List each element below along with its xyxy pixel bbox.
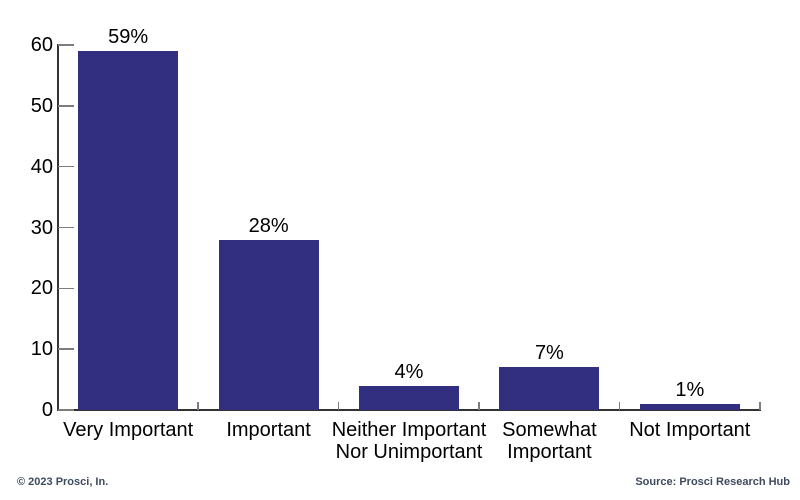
y-tick — [58, 409, 74, 411]
category-label: Not Important — [629, 419, 751, 441]
y-tick — [58, 44, 74, 46]
bar — [218, 239, 319, 410]
copyright-text: © 2023 Prosci, In. — [17, 476, 109, 488]
category-label: Very Important — [63, 419, 194, 441]
y-tick-label: 0 — [41, 399, 53, 421]
bar-value-label: 7% — [534, 342, 564, 365]
bar — [499, 367, 600, 410]
bar-value-label: 1% — [675, 378, 705, 401]
bar — [639, 403, 740, 410]
bar-value-label: 28% — [248, 214, 289, 237]
y-tick-label: 10 — [30, 338, 53, 361]
y-tick — [58, 287, 74, 290]
category-label: Neither Important Nor Unimportant — [331, 419, 487, 463]
y-tick-label: 60 — [30, 34, 53, 56]
x-tick — [478, 402, 480, 410]
y-tick — [58, 348, 74, 350]
x-axis-line — [57, 409, 761, 411]
x-tick — [618, 402, 621, 410]
category-label: Important — [226, 419, 311, 441]
y-tick-label: 40 — [30, 155, 53, 178]
y-tick-label: 30 — [30, 216, 53, 239]
bar-value-label: 4% — [394, 360, 424, 383]
category-label: Somewhat Important — [502, 419, 597, 463]
bar — [359, 385, 459, 410]
x-tick — [759, 402, 761, 410]
bar — [78, 51, 179, 410]
y-tick — [58, 165, 74, 168]
x-tick — [197, 402, 199, 410]
source-text: Source: Prosci Research Hub — [635, 476, 790, 488]
bar-value-label: 59% — [108, 26, 149, 49]
y-tick — [58, 105, 74, 107]
y-tick — [58, 226, 74, 229]
y-tick-label: 20 — [30, 277, 53, 300]
x-tick — [337, 402, 340, 410]
y-tick-label: 50 — [30, 94, 53, 117]
